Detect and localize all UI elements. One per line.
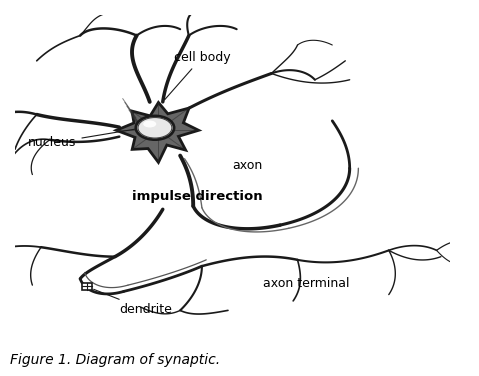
Text: axon terminal: axon terminal (263, 277, 349, 290)
Text: Figure 1. Diagram of synaptic.: Figure 1. Diagram of synaptic. (10, 353, 220, 367)
Ellipse shape (143, 121, 156, 127)
Ellipse shape (136, 116, 174, 139)
Polygon shape (116, 103, 199, 162)
Bar (82, 283, 92, 290)
Text: dendrite: dendrite (94, 289, 172, 316)
Text: axon: axon (232, 159, 262, 171)
Text: cell body: cell body (165, 51, 230, 100)
Text: impulse direction: impulse direction (132, 190, 263, 203)
Text: nucleus: nucleus (28, 129, 135, 149)
